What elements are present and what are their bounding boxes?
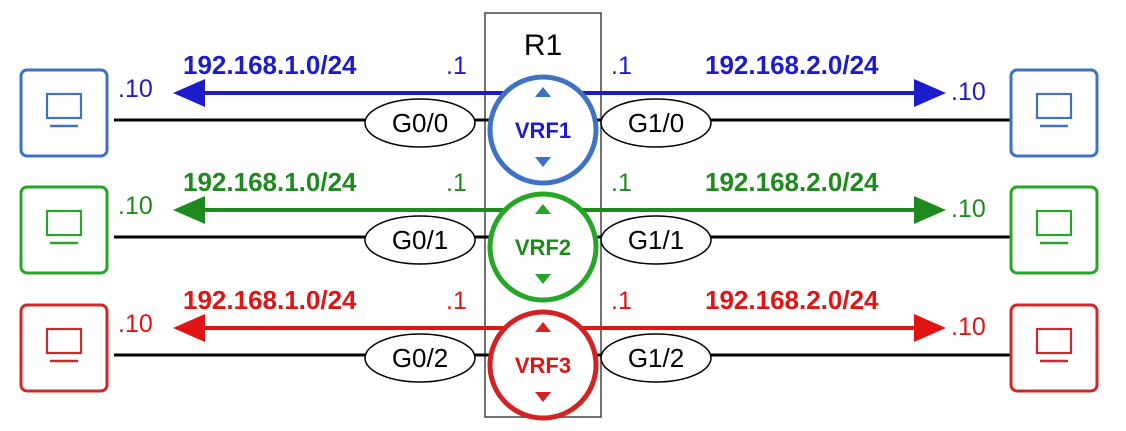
right-interface-label: G1/2 xyxy=(628,343,684,373)
left-interface-label: G0/2 xyxy=(392,343,448,373)
left-interface-label: G0/1 xyxy=(392,225,448,255)
vrf-label: VRF1 xyxy=(515,118,571,143)
right-gateway-label: .1 xyxy=(611,52,632,80)
right-interface-ellipse xyxy=(600,333,712,383)
chevron-up-icon xyxy=(535,87,551,97)
right-interface-label: G1/1 xyxy=(628,225,684,255)
computer-icon xyxy=(19,303,109,393)
chevron-down-icon xyxy=(535,157,551,167)
left-host-label: .10 xyxy=(118,75,153,103)
arrowhead-right-icon xyxy=(914,196,946,224)
right-subnet-label: 192.168.2.0/24 xyxy=(705,167,879,197)
arrowhead-right-icon xyxy=(914,79,946,107)
vrf-circle xyxy=(487,74,599,186)
router-name: R1 xyxy=(524,29,562,62)
vrf-row-1: G0/0 G1/0 VRF1 192.168.1.0/24 192.168.2.0/24… xyxy=(19,50,1099,186)
computer-icon xyxy=(1009,185,1099,275)
vrf-circle xyxy=(487,309,599,421)
left-interface-label: G0/0 xyxy=(392,108,448,138)
arrowhead-left-icon xyxy=(173,196,205,224)
chevron-down-icon xyxy=(535,274,551,284)
right-host-label: .10 xyxy=(951,195,986,223)
vrf-row-2: G0/1 G1/1 VRF2 192.168.1.0/24 192.168.2.0/24… xyxy=(19,167,1099,303)
right-subnet-label: 192.168.2.0/24 xyxy=(705,50,879,80)
computer-icon xyxy=(19,185,109,275)
right-interface-ellipse xyxy=(600,215,712,265)
computer-icon xyxy=(1009,303,1099,393)
arrowhead-left-icon xyxy=(173,79,205,107)
chevron-up-icon xyxy=(535,322,551,332)
left-gateway-label: .1 xyxy=(446,169,467,197)
vrf-row-3: G0/2 G1/2 VRF3 192.168.1.0/24 192.168.2.0/24… xyxy=(19,285,1099,421)
chevron-up-icon xyxy=(535,204,551,214)
left-subnet-label: 192.168.1.0/24 xyxy=(183,285,357,315)
left-host-label: .10 xyxy=(118,310,153,338)
left-gateway-label: .1 xyxy=(446,287,467,315)
computer-icon xyxy=(1009,68,1099,158)
left-host-label: .10 xyxy=(118,192,153,220)
left-subnet-label: 192.168.1.0/24 xyxy=(183,167,357,197)
left-interface-ellipse xyxy=(364,98,476,148)
vrf-label: VRF2 xyxy=(515,235,571,260)
left-interface-ellipse xyxy=(364,333,476,383)
left-subnet-label: 192.168.1.0/24 xyxy=(183,50,357,80)
right-gateway-label: .1 xyxy=(611,287,632,315)
chevron-down-icon xyxy=(535,392,551,402)
right-interface-label: G1/0 xyxy=(628,108,684,138)
vrf-circle xyxy=(487,191,599,303)
right-host-label: .10 xyxy=(951,313,986,341)
computer-icon xyxy=(19,68,109,158)
right-subnet-label: 192.168.2.0/24 xyxy=(705,285,879,315)
vrf-label: VRF3 xyxy=(515,353,571,378)
left-interface-ellipse xyxy=(364,215,476,265)
left-gateway-label: .1 xyxy=(446,52,467,80)
right-host-label: .10 xyxy=(951,78,986,106)
right-interface-ellipse xyxy=(600,98,712,148)
arrowhead-left-icon xyxy=(173,314,205,342)
right-gateway-label: .1 xyxy=(611,169,632,197)
arrowhead-right-icon xyxy=(914,314,946,342)
